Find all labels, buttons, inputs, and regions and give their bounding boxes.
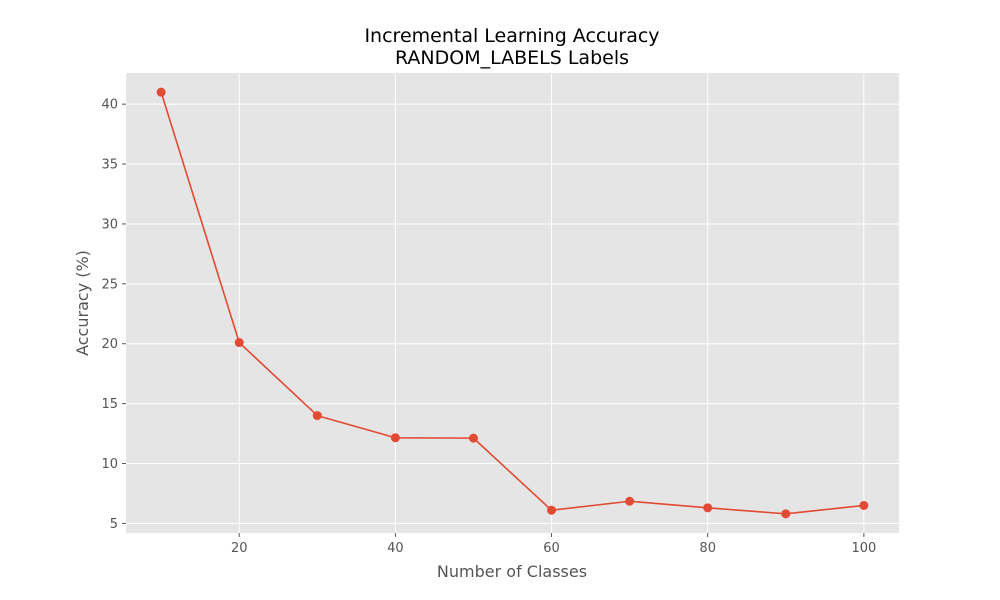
y-tick-label: 15 (101, 397, 118, 412)
x-tick-label: 60 (543, 541, 560, 556)
y-tick-label: 10 (101, 457, 118, 472)
plot-area (126, 73, 899, 533)
y-tick-label: 40 (101, 98, 118, 113)
x-tick-label: 40 (387, 541, 404, 556)
y-tick-label: 30 (101, 217, 118, 232)
axis-ticks: 5 10 15 20 25 30 35 40 20 40 60 80 100 (101, 98, 876, 556)
series-line (160, 91, 864, 515)
x-tick-label: 100 (851, 541, 876, 556)
data-point (781, 509, 791, 519)
x-tick-label: 80 (699, 541, 716, 556)
y-tick-label: 35 (101, 158, 118, 173)
data-point (156, 87, 166, 97)
data-series (156, 87, 869, 519)
chart-subtitle: RANDOM_LABELS Labels (395, 47, 629, 69)
y-tick-label: 25 (101, 277, 118, 292)
data-point (547, 505, 557, 515)
grid-lines (126, 73, 899, 533)
x-tick-label: 20 (231, 541, 248, 556)
y-tick-label: 5 (110, 517, 118, 532)
data-point (390, 433, 400, 443)
data-point (312, 411, 322, 421)
data-point (859, 500, 869, 510)
data-point (625, 496, 635, 506)
y-tick-label: 20 (101, 337, 118, 352)
data-point (703, 503, 713, 513)
data-point (234, 338, 244, 348)
data-point (468, 433, 478, 443)
y-axis-label: Accuracy (%) (73, 250, 92, 356)
chart-title: Incremental Learning Accuracy (364, 25, 659, 47)
x-axis-label: Number of Classes (437, 562, 587, 581)
